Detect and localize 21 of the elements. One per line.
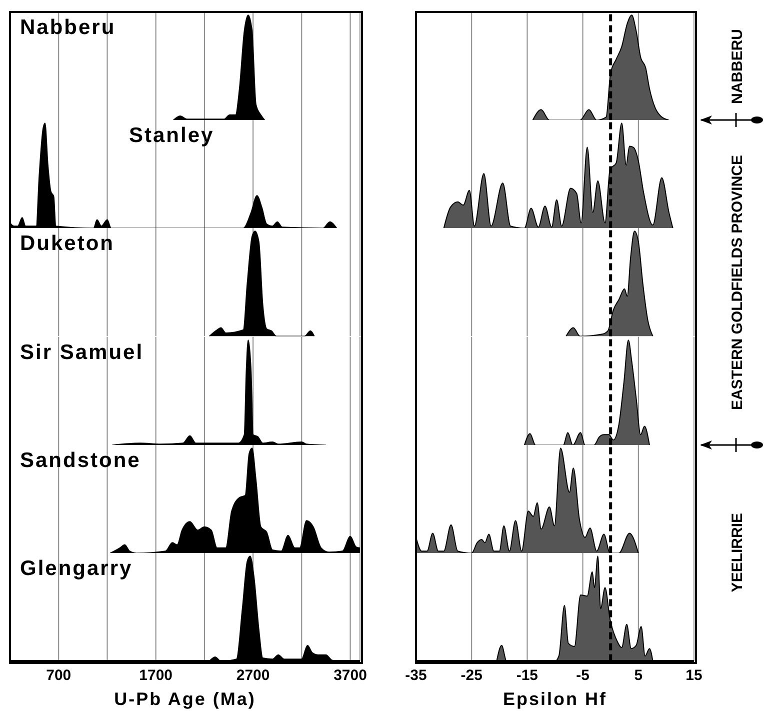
x-tick-label: 15 bbox=[686, 666, 702, 684]
x-axis-title: U-Pb Age (Ma) bbox=[113, 689, 257, 710]
x-tick-label: -15 bbox=[516, 666, 538, 684]
x-tick-label: 2700 bbox=[236, 666, 270, 684]
chart-title: Glengarry bbox=[20, 557, 133, 581]
text: YEELIRRIE bbox=[728, 513, 746, 593]
x-tick-label: 5 bbox=[634, 666, 643, 684]
x-tick-label: 1700 bbox=[139, 666, 173, 684]
x-tick-label: -35 bbox=[405, 666, 427, 684]
chart-title: Nabberu bbox=[20, 16, 116, 40]
text: NABBERU bbox=[728, 28, 746, 104]
chart-title: Sandstone bbox=[20, 448, 141, 473]
chart-title: Stanley bbox=[129, 124, 214, 148]
text: EASTERN GOLDFIELDS PROVINCE bbox=[728, 154, 746, 410]
chart-title: Duketon bbox=[20, 232, 114, 256]
chart-title: Sir Samuel bbox=[20, 340, 144, 365]
x-tick-label: 3700 bbox=[334, 666, 367, 684]
x-axis-title: Epsilon Hf bbox=[502, 689, 608, 710]
x-tick-label: -25 bbox=[460, 666, 482, 684]
x-tick-label: 700 bbox=[46, 666, 72, 684]
x-tick-label: -5 bbox=[576, 666, 590, 684]
